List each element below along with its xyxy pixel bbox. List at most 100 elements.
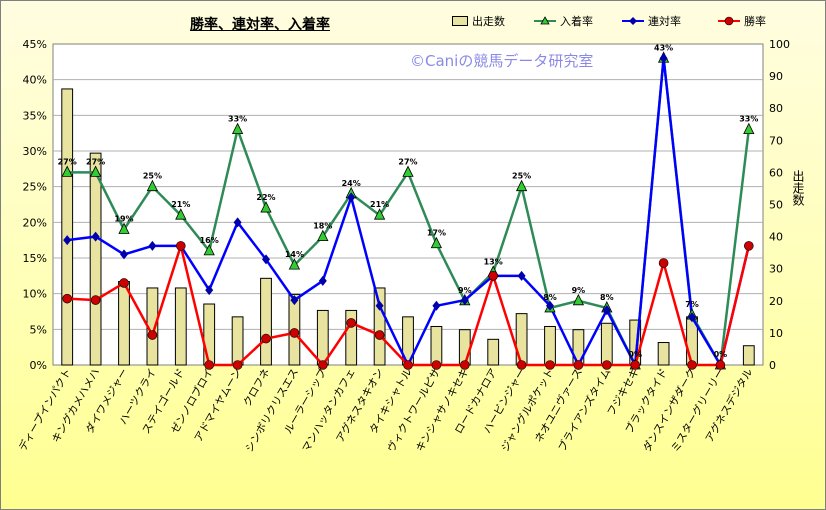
point-quinella-rate — [375, 300, 384, 311]
point-quinella-rate — [347, 192, 356, 203]
bar-starts — [89, 152, 102, 366]
x-category-label: ミスターグリーリー — [668, 366, 727, 454]
y-right-tick-label: 20 — [769, 295, 783, 308]
point-quinella-rate — [602, 305, 611, 316]
legend-item-win-rate: 勝率 — [718, 12, 766, 30]
x-category-label: ダンスインザダーク — [640, 366, 698, 454]
point-quinella-rate — [517, 270, 526, 281]
point-win-rate — [62, 293, 72, 304]
y-right-axis-title: 出走数 — [791, 170, 805, 206]
point-win-rate — [289, 328, 300, 338]
x-category-label: ディープインパクト — [16, 366, 74, 453]
y-left-tick-label: 35% — [23, 109, 47, 122]
legend-diamond-swatch — [622, 16, 644, 26]
point-win-rate — [516, 360, 527, 370]
y-right-tick-label: 40 — [769, 231, 783, 244]
point-win-rate — [90, 295, 101, 305]
point-win-rate — [743, 241, 754, 251]
data-label-place-rate: 25% — [512, 172, 531, 181]
point-place-rate — [402, 165, 414, 177]
point-quinella-rate — [63, 235, 72, 246]
data-label-place-rate: 0% — [628, 350, 642, 359]
y-left-tick-label: 40% — [23, 74, 47, 87]
y-right-tick-label: 0 — [769, 359, 776, 372]
data-label-place-rate: 24% — [342, 179, 361, 188]
point-quinella-rate — [546, 300, 554, 311]
legend-label-win-rate: 勝率 — [744, 15, 766, 28]
point-place-rate — [260, 201, 272, 213]
y-right-tick-label: 100 — [769, 38, 790, 51]
point-win-rate — [317, 360, 328, 370]
point-quinella-rate — [205, 285, 214, 296]
y-left-tick-label: 15% — [23, 252, 47, 265]
point-win-rate — [232, 360, 243, 370]
point-place-rate — [288, 258, 301, 270]
data-label-place-rate: 22% — [256, 193, 275, 202]
point-quinella-rate — [460, 295, 469, 306]
point-place-rate — [203, 243, 215, 256]
x-category-label: クロフネ — [241, 367, 272, 409]
point-place-rate — [118, 222, 130, 234]
point-place-rate — [515, 179, 528, 192]
y-right-tick-label: 10 — [769, 327, 783, 340]
x-category-label: ヴィクトワールピサ — [384, 366, 443, 454]
x-category-label: ジャングルポケット — [498, 366, 556, 454]
data-label-place-rate: 9% — [572, 286, 586, 295]
y-left-tick-label: 5% — [30, 323, 47, 336]
legend-bar-swatch — [452, 16, 468, 26]
data-label-place-rate: 27% — [398, 157, 417, 166]
bar-starts — [260, 277, 272, 366]
point-place-rate — [89, 165, 102, 177]
bar-starts — [458, 329, 471, 366]
data-label-place-rate: 27% — [86, 157, 105, 166]
y-left-tick-label: 45% — [23, 38, 47, 51]
legend-label-quinella-rate: 連対率 — [648, 15, 681, 28]
point-win-rate — [630, 360, 641, 370]
point-place-rate — [146, 179, 159, 192]
data-label-place-rate: 33% — [228, 115, 247, 124]
point-win-rate — [488, 271, 499, 281]
y-left-tick-label: 25% — [23, 181, 47, 194]
bar-starts — [61, 88, 74, 366]
y-right-tick-label: 60 — [769, 166, 783, 179]
y-right-tick-label: 50 — [769, 199, 783, 212]
data-label-place-rate: 21% — [171, 200, 190, 209]
bar-starts — [742, 345, 755, 366]
y-right-tick-label: 90 — [769, 70, 783, 83]
legend-label-starts: 出走数 — [472, 15, 505, 28]
bar-starts — [203, 303, 216, 366]
data-label-place-rate: 33% — [739, 115, 758, 124]
data-label-place-rate: 25% — [143, 172, 162, 181]
point-quinella-rate — [290, 295, 299, 306]
point-place-rate — [572, 293, 585, 306]
point-win-rate — [601, 360, 612, 370]
watermark: ©Caniの競馬データ研究室 — [410, 52, 594, 70]
data-label-place-rate: 21% — [370, 200, 389, 209]
data-label-place-rate: 0% — [714, 350, 728, 359]
point-win-rate — [403, 360, 413, 370]
data-label-place-rate: 16% — [200, 236, 219, 245]
bar-starts — [316, 309, 329, 366]
y-right-tick-label: 80 — [769, 102, 783, 115]
bar-starts — [487, 338, 500, 366]
y-right-tick-label: 70 — [769, 134, 783, 147]
x-category-label: マンハッタンカフェ — [300, 367, 358, 455]
point-quinella-rate — [688, 312, 696, 323]
point-win-rate — [147, 330, 158, 340]
point-win-rate — [204, 360, 214, 370]
point-quinella-rate — [318, 275, 327, 286]
point-win-rate — [431, 360, 442, 370]
point-quinella-rate — [148, 240, 157, 251]
point-win-rate — [176, 241, 186, 251]
bar-starts — [544, 325, 556, 366]
point-place-rate — [175, 208, 187, 220]
bar-starts — [345, 309, 358, 366]
point-place-rate — [373, 208, 386, 220]
data-label-place-rate: 17% — [427, 229, 446, 238]
bar-starts — [430, 325, 443, 366]
data-label-place-rate: 8% — [543, 293, 557, 302]
data-label-place-rate: 8% — [600, 293, 614, 302]
legend-item-place-rate: 入着率 — [534, 12, 593, 30]
y-left-tick-label: 30% — [23, 145, 47, 158]
